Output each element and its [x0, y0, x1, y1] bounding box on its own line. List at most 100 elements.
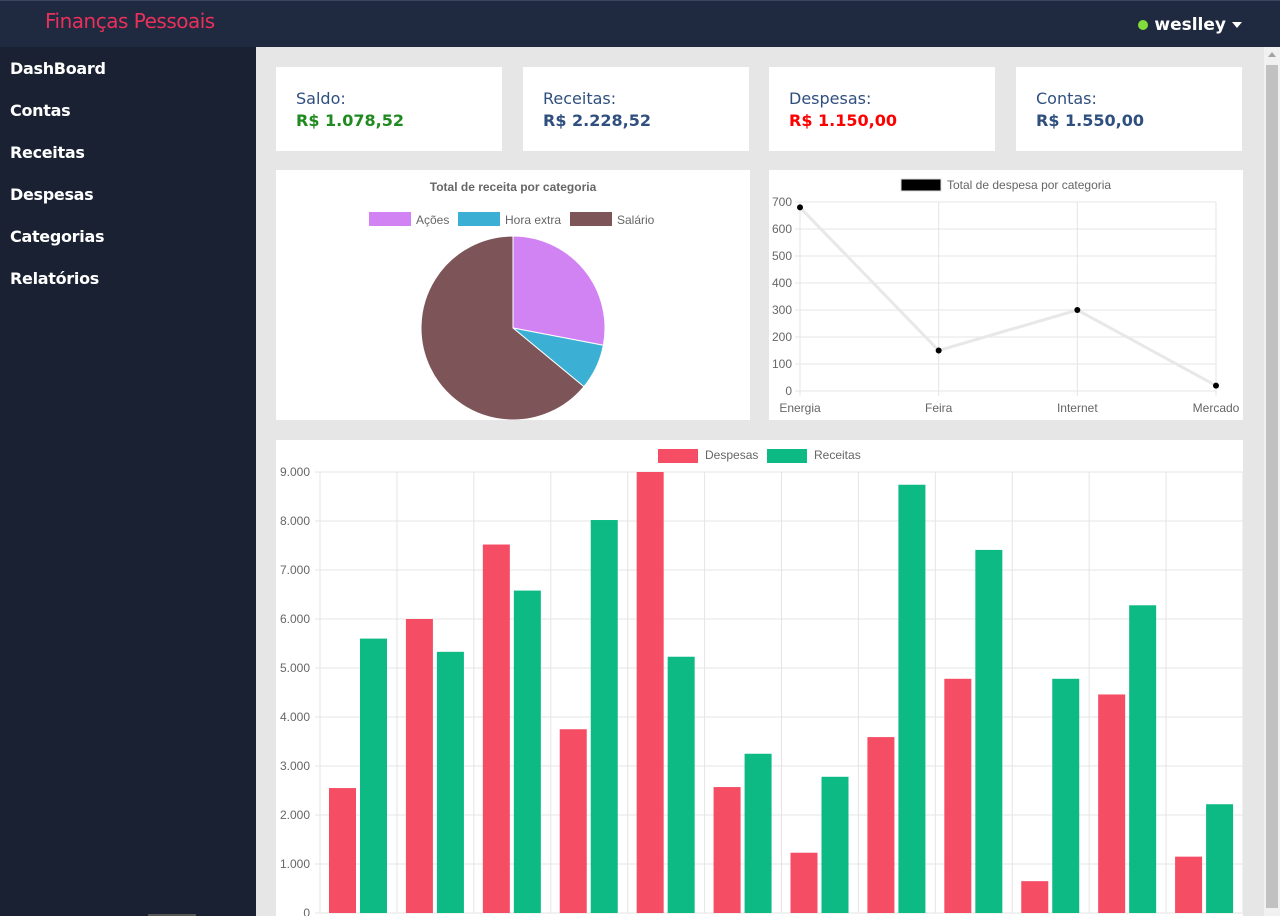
brand-title[interactable]: Finanças Pessoais — [45, 9, 215, 33]
line-point[interactable] — [1213, 382, 1219, 389]
stat-card-saldo: Saldo: R$ 1.078,52 — [276, 67, 502, 151]
line-point[interactable] — [935, 347, 942, 354]
stat-value: R$ 1.078,52 — [296, 111, 404, 130]
bar-despesas[interactable] — [1175, 856, 1203, 913]
pie-chart: Total de receita por categoria Ações Hora… — [369, 180, 655, 420]
bar-receitas[interactable] — [667, 656, 695, 913]
line-series — [798, 206, 1217, 387]
stat-value: R$ 2.228,52 — [543, 111, 651, 130]
bar-despesas[interactable] — [559, 729, 587, 913]
top-bar: Finanças Pessoais weslley — [0, 0, 1280, 47]
pie-chart-title: Total de receita por categoria — [430, 180, 597, 194]
sidebar-item-contas[interactable]: Contas — [10, 101, 71, 120]
bar-legend-label[interactable]: Despesas — [705, 448, 758, 462]
line-y-tick-label: 100 — [772, 357, 792, 371]
line-legend-swatch[interactable] — [900, 178, 942, 192]
bar-y-tick-label: 3.000 — [280, 759, 310, 773]
bar-receitas[interactable] — [975, 549, 1003, 913]
line-y-tick-label: 200 — [772, 330, 792, 344]
line-y-tick-label: 0 — [785, 384, 792, 398]
bar-despesas[interactable] — [1021, 881, 1049, 913]
user-menu[interactable]: weslley — [1138, 15, 1242, 35]
bar-receitas[interactable] — [821, 776, 849, 913]
line-chart-card: Total de despesa por categoria 0 100 200 30… — [769, 170, 1243, 420]
bar-receitas[interactable] — [898, 484, 926, 913]
bar-despesas[interactable] — [713, 787, 741, 913]
pie-slice[interactable] — [420, 235, 585, 420]
sidebar-item-dashboard[interactable]: DashBoard — [10, 59, 106, 78]
bar-receitas[interactable] — [1129, 605, 1157, 913]
line-y-tick-label: 700 — [772, 195, 792, 209]
stat-label: Despesas: — [789, 89, 872, 108]
bar-y-tick-label: 4.000 — [280, 710, 310, 724]
line-y-tick-label: 300 — [772, 303, 792, 317]
bar-y-tick-label: 6.000 — [280, 612, 310, 626]
bar-y-tick-label: 8.000 — [280, 514, 310, 528]
line-legend-label[interactable]: Total de despesa por categoria — [947, 178, 1111, 192]
bar-receitas[interactable] — [436, 651, 464, 913]
page-scrollbar[interactable] — [1264, 47, 1280, 916]
bar-receitas[interactable] — [513, 590, 541, 913]
stat-card-despesas: Despesas: R$ 1.150,00 — [769, 67, 995, 151]
line-x-tick-label: Mercado — [1193, 401, 1240, 415]
pie-legend-swatch[interactable] — [570, 212, 612, 226]
bar-legend-swatch[interactable] — [658, 449, 698, 463]
pie-chart-card: Total de receita por categoria Ações Hora… — [276, 170, 750, 420]
bar-receitas[interactable] — [1052, 678, 1080, 913]
online-status-icon — [1138, 20, 1149, 30]
username[interactable]: weslley — [1154, 15, 1226, 35]
pie-legend-label[interactable]: Ações — [416, 213, 449, 227]
pie-slice[interactable] — [512, 235, 606, 346]
bar-y-tick-label: 7.000 — [280, 563, 310, 577]
bar-despesas[interactable] — [405, 619, 433, 913]
caret-down-icon[interactable] — [1232, 22, 1242, 28]
pie-legend-label[interactable]: Salário — [617, 213, 655, 227]
bar-y-tick-label: 5.000 — [280, 661, 310, 675]
scrollbar-thumb[interactable] — [1266, 65, 1278, 908]
bar-legend-swatch[interactable] — [767, 449, 807, 463]
sidebar-item-receitas[interactable]: Receitas — [10, 143, 85, 162]
stat-label: Receitas: — [543, 89, 617, 108]
bar-despesas[interactable] — [790, 852, 818, 913]
sidebar-item-relatorios[interactable]: Relatórios — [10, 269, 99, 288]
bar-despesas[interactable] — [482, 544, 510, 913]
scroll-up-arrow-icon[interactable] — [1268, 52, 1276, 57]
bar-receitas[interactable] — [1206, 804, 1234, 913]
bar-y-tick-label: 2.000 — [280, 808, 310, 822]
line-y-tick-label: 500 — [772, 249, 792, 263]
stat-label: Contas: — [1036, 89, 1097, 108]
bar-legend-label[interactable]: Receitas — [814, 448, 861, 462]
sidebar-scrollbar-thumb[interactable] — [148, 914, 196, 916]
stat-value: R$ 1.150,00 — [789, 111, 897, 130]
line-x-tick-label: Energia — [779, 401, 821, 415]
bar-despesas[interactable] — [944, 678, 972, 913]
bar-despesas[interactable] — [867, 737, 895, 913]
sidebar: DashBoard Contas Receitas Despesas Categ… — [0, 47, 256, 916]
bar-chart-card: Despesas Receitas 0 1.000 2.000 3.000 4.000 5.… — [276, 440, 1243, 916]
stat-card-receitas: Receitas: R$ 2.228,52 — [523, 67, 749, 151]
line-y-tick-label: 400 — [772, 276, 792, 290]
bar-y-tick-label: 1.000 — [280, 857, 310, 871]
stat-value: R$ 1.550,00 — [1036, 111, 1144, 130]
bar-despesas[interactable] — [636, 472, 664, 913]
pie-legend-label[interactable]: Hora extra — [505, 213, 561, 227]
bar-y-tick-label: 9.000 — [280, 465, 310, 479]
bar-y-tick-label: 0 — [303, 906, 310, 916]
line-y-tick-label: 600 — [772, 222, 792, 236]
line-chart: Total de despesa por categoria 0 100 200 30… — [772, 178, 1240, 415]
line-point[interactable] — [1074, 307, 1081, 313]
bar-chart: Despesas Receitas 0 1.000 2.000 3.000 4.000 5.… — [280, 448, 1243, 916]
bar-receitas[interactable] — [590, 520, 618, 913]
bar-despesas[interactable] — [329, 788, 356, 913]
stat-label: Saldo: — [296, 89, 346, 108]
sidebar-item-despesas[interactable]: Despesas — [10, 185, 94, 204]
pie-legend-swatch[interactable] — [369, 212, 411, 226]
pie-legend-swatch[interactable] — [458, 212, 500, 226]
line-point[interactable] — [797, 204, 803, 211]
bar-receitas[interactable] — [360, 638, 387, 913]
sidebar-item-categorias[interactable]: Categorias — [10, 227, 105, 246]
line-x-tick-label: Feira — [925, 401, 953, 415]
bar-receitas[interactable] — [744, 753, 772, 913]
bar-despesas[interactable] — [1098, 694, 1126, 913]
stat-card-contas: Contas: R$ 1.550,00 — [1016, 67, 1242, 151]
